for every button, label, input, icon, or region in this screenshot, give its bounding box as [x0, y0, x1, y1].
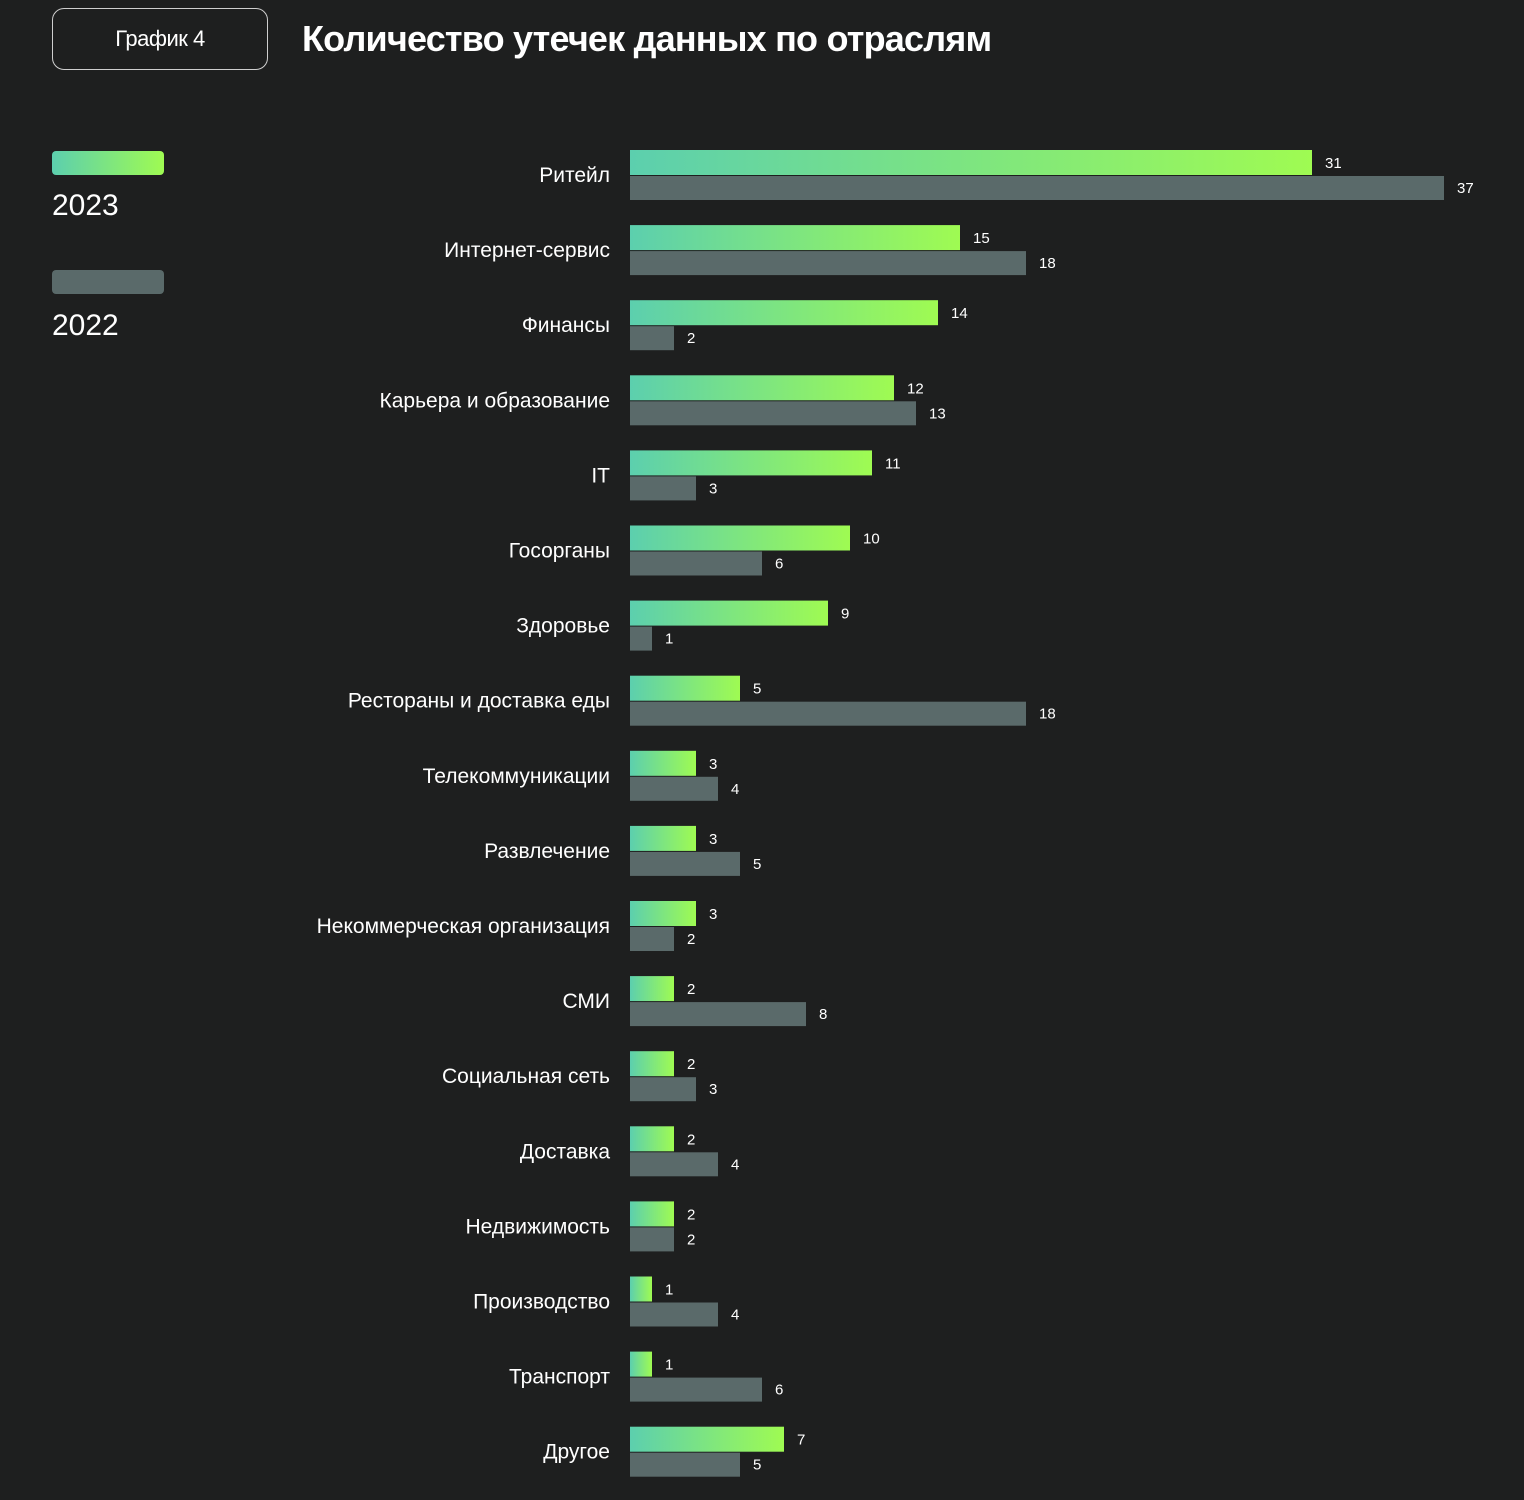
value-label-2022: 5 — [753, 856, 761, 873]
bar-2023 — [630, 1276, 652, 1302]
value-label-2022: 4 — [731, 781, 739, 798]
value-label-2023: 9 — [841, 606, 849, 623]
value-label-2023: 2 — [687, 1131, 695, 1148]
value-label-2023: 3 — [709, 906, 717, 923]
value-label-2022: 37 — [1457, 180, 1474, 197]
category-label: Некоммерческая организация — [317, 915, 610, 938]
bar-2022 — [630, 927, 674, 951]
value-label-2023: 10 — [863, 531, 880, 548]
value-label-2023: 15 — [973, 230, 990, 247]
bar-2023 — [630, 600, 828, 626]
bar-2022 — [630, 1077, 696, 1102]
value-label-2023: 5 — [753, 681, 761, 698]
bar-2022 — [630, 1152, 718, 1177]
value-label-2022: 2 — [687, 931, 695, 948]
value-label-2022: 18 — [1039, 255, 1056, 272]
bar-2023 — [630, 150, 1312, 175]
bar-2023 — [630, 976, 674, 1002]
bar-2023 — [630, 1351, 652, 1377]
bar-2022 — [630, 476, 696, 501]
category-label: Производство — [473, 1291, 610, 1314]
category-label: Госорганы — [509, 540, 610, 563]
bar-2023 — [630, 375, 894, 401]
legend-swatch-2023 — [52, 151, 164, 175]
value-label-2022: 6 — [775, 1382, 783, 1399]
value-label-2022: 4 — [731, 1307, 739, 1324]
bar-2023 — [630, 901, 696, 926]
category-label: Ритейл — [539, 164, 610, 187]
value-label-2023: 2 — [687, 1056, 695, 1073]
value-label-2022: 8 — [819, 1006, 827, 1023]
bar-2023 — [630, 450, 872, 476]
category-label: Транспорт — [509, 1366, 610, 1389]
category-label: Рестораны и доставка еды — [348, 690, 610, 713]
value-label-2023: 2 — [687, 1206, 695, 1223]
value-label-2023: 7 — [797, 1432, 805, 1449]
value-label-2022: 13 — [929, 405, 946, 422]
value-label-2023: 3 — [709, 756, 717, 773]
category-label: Здоровье — [516, 615, 610, 638]
category-label: Другое — [543, 1441, 610, 1464]
legend-swatch-2022 — [52, 270, 164, 294]
bar-2023 — [630, 1126, 674, 1152]
category-label: Телекоммуникации — [423, 765, 610, 788]
bar-2022 — [630, 1377, 762, 1402]
category-label: Интернет-сервис — [444, 239, 610, 262]
category-label: IT — [591, 464, 610, 487]
bar-2022 — [630, 401, 916, 426]
value-label-2022: 2 — [687, 1231, 695, 1248]
bar-2023 — [630, 750, 696, 776]
value-label-2023: 1 — [665, 1282, 673, 1299]
chart-number-badge: График 4 — [52, 8, 268, 70]
value-label-2022: 4 — [731, 1156, 739, 1173]
bar-2022 — [630, 776, 718, 801]
category-label: Недвижимость — [466, 1215, 611, 1238]
value-label-2023: 1 — [665, 1357, 673, 1374]
bar-2022 — [630, 551, 762, 576]
value-label-2023: 31 — [1325, 155, 1342, 172]
category-label: Социальная сеть — [442, 1065, 610, 1088]
value-label-2022: 1 — [665, 631, 673, 648]
bar-2022 — [630, 626, 652, 651]
bar-2022 — [630, 1302, 718, 1327]
bar-2023 — [630, 825, 696, 851]
value-label-2022: 2 — [687, 330, 695, 347]
category-label: Развлечение — [484, 840, 610, 863]
value-label-2022: 3 — [709, 1081, 717, 1098]
bar-2023 — [630, 300, 938, 326]
page-title: Количество утечек данных по отраслям — [302, 18, 992, 59]
category-label: Доставка — [520, 1140, 611, 1163]
bar-2022 — [630, 176, 1444, 200]
value-label-2022: 5 — [753, 1457, 761, 1474]
bar-2023 — [630, 1051, 674, 1077]
bar-2022 — [630, 851, 740, 876]
bar-2022 — [630, 701, 1026, 726]
legend-label-2022: 2022 — [52, 309, 119, 342]
category-label: Карьера и образование — [380, 389, 610, 412]
value-label-2023: 11 — [885, 455, 901, 472]
bar-2022 — [630, 326, 674, 351]
value-label-2022: 6 — [775, 556, 783, 573]
bar-2022 — [630, 1002, 806, 1027]
bar-2023 — [630, 525, 850, 551]
bar-2022 — [630, 1452, 740, 1477]
bar-2023 — [630, 225, 960, 251]
value-label-2023: 12 — [907, 380, 924, 397]
value-label-2023: 14 — [951, 305, 968, 322]
bar-2023 — [630, 1426, 784, 1452]
value-label-2022: 3 — [709, 480, 717, 497]
category-label: СМИ — [562, 990, 610, 1013]
value-label-2023: 3 — [709, 831, 717, 848]
bar-2023 — [630, 1201, 674, 1227]
bar-2022 — [630, 1227, 674, 1252]
legend-label-2023: 2023 — [52, 189, 119, 222]
bar-2023 — [630, 675, 740, 701]
category-label: Финансы — [522, 314, 610, 337]
value-label-2023: 2 — [687, 981, 695, 998]
bar-2022 — [630, 251, 1026, 276]
value-label-2022: 18 — [1039, 706, 1056, 723]
